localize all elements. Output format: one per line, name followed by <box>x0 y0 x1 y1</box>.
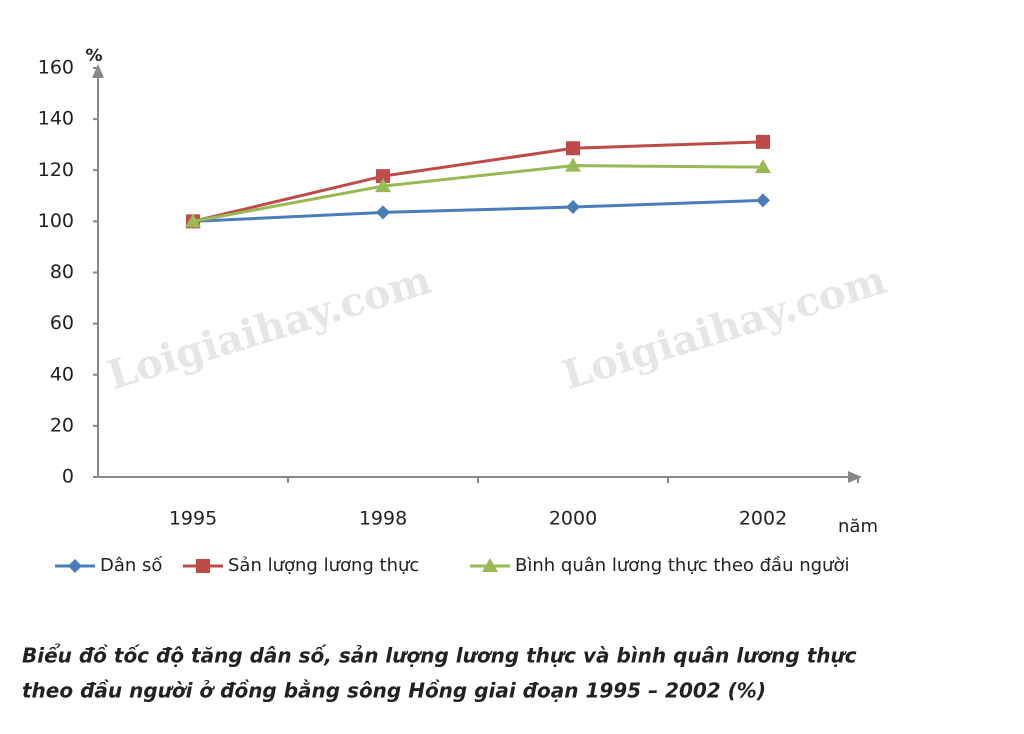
x-tick-label: 2002 <box>739 508 787 530</box>
watermark: Loigiaihay.com <box>557 256 891 399</box>
y-axis-arrow <box>92 64 104 78</box>
x-tick-label: 1998 <box>359 508 407 530</box>
y-tick-label: 100 <box>38 210 74 232</box>
y-tick-label: 40 <box>50 363 74 385</box>
legend-label: Bình quân lương thực theo đầu người <box>515 555 849 576</box>
legend-marker <box>482 558 498 572</box>
point <box>376 169 390 184</box>
y-tick-label: 140 <box>38 108 74 130</box>
point <box>756 134 770 149</box>
point <box>566 200 580 215</box>
point <box>375 178 391 193</box>
watermark: Loigiaihay.com <box>102 256 436 399</box>
series-line <box>192 198 764 223</box>
point <box>376 205 390 220</box>
x-tick-label: 1995 <box>169 508 217 530</box>
point <box>756 193 770 208</box>
y-tick-label: 80 <box>50 261 74 283</box>
y-tick-label: 60 <box>50 312 74 334</box>
y-tick-label: 120 <box>38 159 74 181</box>
point <box>566 141 580 156</box>
point <box>755 159 771 174</box>
point <box>185 213 201 228</box>
caption: theo đầu người ở đồng bằng sông Hồng gia… <box>22 679 766 703</box>
x-tick-label: 2000 <box>549 508 597 530</box>
series-line <box>192 140 764 223</box>
y-axis-label: % <box>85 46 102 66</box>
legend-label: Dân số <box>100 555 162 576</box>
legend-marker <box>68 559 82 573</box>
point <box>565 157 581 172</box>
y-tick-label: 160 <box>38 57 74 79</box>
legend-label: Sản lượng lương thực <box>228 555 419 576</box>
y-tick-label: 20 <box>50 414 74 436</box>
x-axis-arrow <box>848 471 862 483</box>
x-axis-label: năm <box>838 516 878 537</box>
series-line <box>192 164 764 223</box>
legend-marker <box>196 559 210 573</box>
caption: Biểu đồ tốc độ tăng dân số, sản lượng lư… <box>22 644 857 668</box>
y-tick-label: 0 <box>62 466 74 488</box>
